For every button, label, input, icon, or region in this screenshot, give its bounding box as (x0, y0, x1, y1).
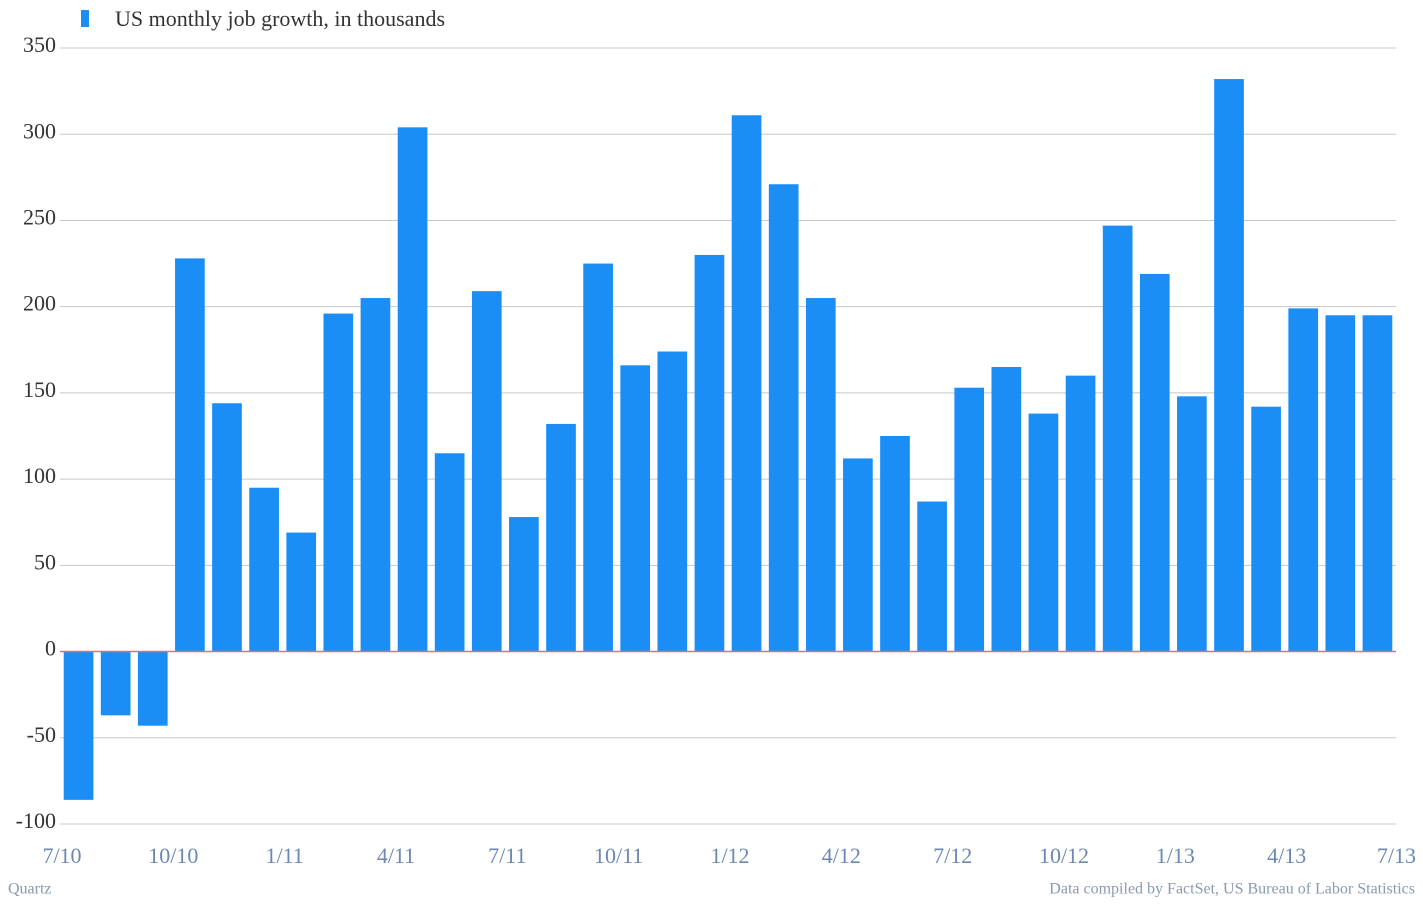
x-tick-label: 10/11 (594, 843, 643, 868)
y-tick-label: 0 (45, 636, 56, 661)
bar (1102, 225, 1133, 652)
x-tick-label: 4/12 (822, 843, 861, 868)
bar (805, 298, 836, 652)
bar (63, 651, 94, 800)
bar (1177, 396, 1207, 652)
bar (360, 298, 391, 652)
x-tick-label: 1/11 (266, 843, 304, 868)
bar (694, 254, 725, 652)
legend-swatch (81, 10, 89, 27)
bar (731, 115, 762, 652)
source-right: Data compiled by FactSet, US Bureau of L… (1049, 881, 1415, 898)
x-tick-label: 4/11 (377, 843, 415, 868)
bar (249, 487, 279, 652)
bar (434, 453, 465, 652)
bar (1325, 315, 1356, 652)
bar (100, 651, 131, 716)
legend-label: US monthly job growth, in thousands (115, 6, 445, 31)
bar (175, 258, 205, 652)
bar (768, 184, 799, 652)
x-tick-label: 10/10 (148, 843, 198, 868)
y-tick-label: 50 (34, 549, 56, 574)
bar (397, 127, 428, 652)
x-tick-label: 10/12 (1039, 843, 1089, 868)
x-tick-label: 7/10 (42, 843, 81, 868)
y-tick-label: 150 (23, 377, 56, 402)
bar (917, 501, 947, 652)
bar (471, 291, 502, 652)
bar (991, 367, 1022, 652)
y-tick-label: -100 (16, 808, 56, 833)
x-tick-label: 7/13 (1377, 843, 1416, 868)
x-tick-label: 7/12 (933, 843, 972, 868)
bar (286, 532, 317, 652)
bar (212, 403, 242, 652)
bar (1362, 315, 1393, 652)
bar (1251, 406, 1281, 652)
y-tick-label: 300 (23, 118, 56, 143)
bar (954, 387, 985, 652)
bar (1214, 79, 1244, 652)
bar (546, 423, 576, 652)
bar (323, 313, 354, 652)
x-tick-label: 4/13 (1267, 843, 1306, 868)
bar (880, 436, 910, 652)
x-tick-label: 7/11 (488, 843, 526, 868)
y-tick-label: 350 (23, 32, 56, 57)
bar (1065, 375, 1096, 652)
bar (583, 263, 613, 652)
bar (1028, 413, 1059, 652)
x-tick-label: 1/13 (1156, 843, 1195, 868)
bar (509, 517, 539, 652)
bar (657, 351, 688, 652)
bar (620, 365, 651, 652)
y-tick-label: -50 (27, 722, 56, 747)
source-left: Quartz (8, 881, 52, 898)
y-tick-label: 200 (23, 291, 56, 316)
bar (843, 458, 873, 652)
bar (137, 651, 168, 726)
y-tick-label: 100 (23, 463, 56, 488)
bar (1288, 308, 1319, 652)
y-tick-label: 250 (23, 204, 56, 229)
bar (1139, 273, 1170, 652)
x-tick-label: 1/12 (710, 843, 749, 868)
